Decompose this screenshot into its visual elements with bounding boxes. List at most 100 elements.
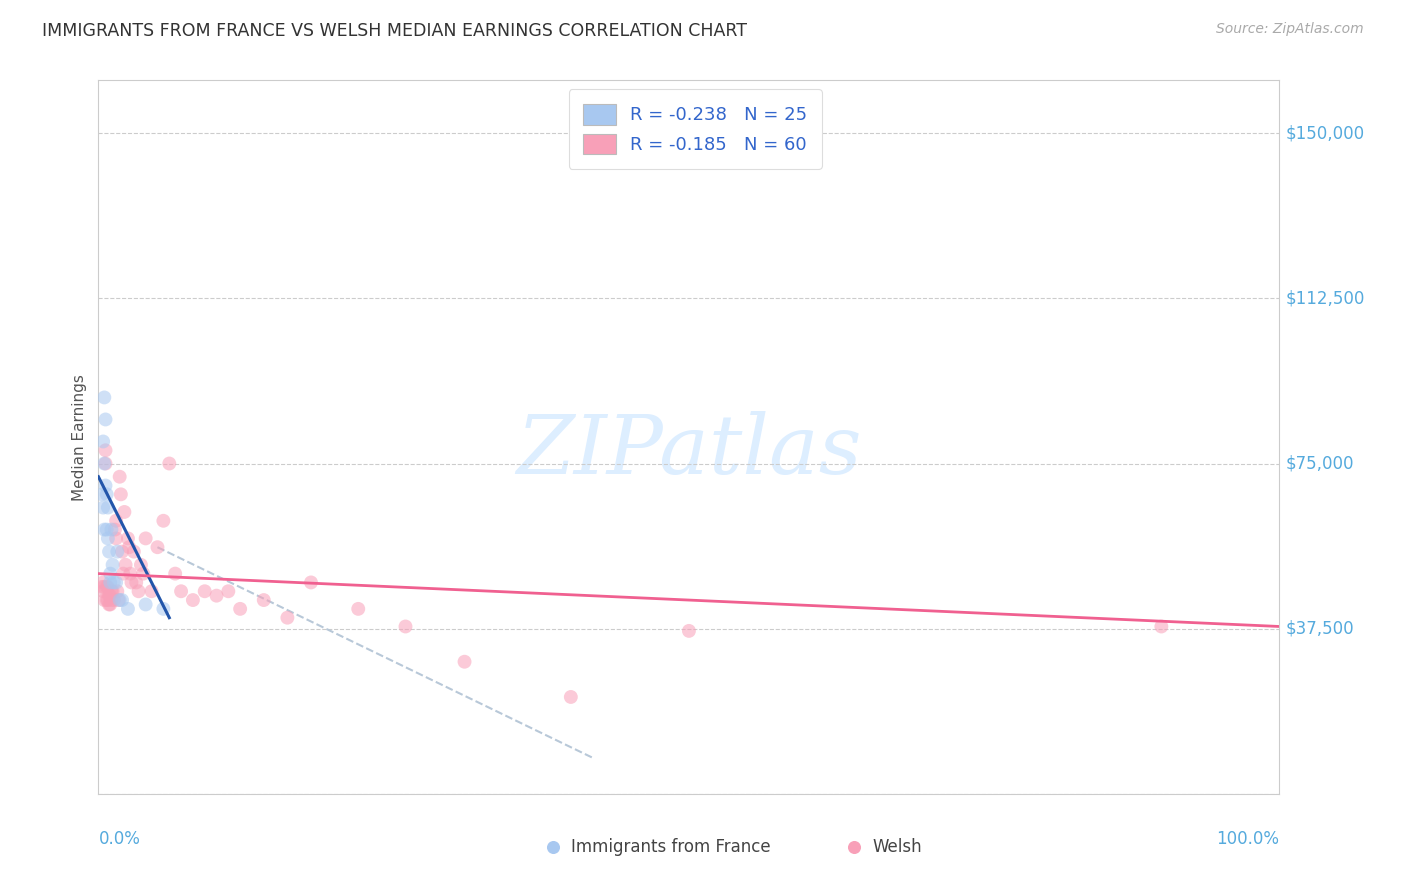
Y-axis label: Median Earnings: Median Earnings (72, 374, 87, 500)
Point (96, 487, 118, 501)
Point (112, 566, 135, 581)
Point (105, 514, 128, 528)
Point (98, 544, 121, 558)
Point (96, 523, 118, 537)
Text: $150,000: $150,000 (1285, 124, 1364, 142)
Point (96, 580, 118, 594)
Point (104, 523, 127, 537)
Point (96, 593, 118, 607)
Point (100, 523, 122, 537)
Point (152, 602, 174, 616)
Point (91, 580, 114, 594)
Point (110, 487, 132, 501)
Text: $75,000: $75,000 (1285, 455, 1354, 473)
Point (97, 500, 120, 515)
Point (98, 598, 121, 612)
Point (122, 544, 145, 558)
Point (135, 598, 157, 612)
Point (170, 584, 193, 599)
Point (112, 505, 135, 519)
Point (118, 540, 141, 554)
Point (453, 655, 475, 669)
Point (560, 690, 582, 704)
Legend: R = -0.238   N = 25, R = -0.185   N = 60: R = -0.238 N = 25, R = -0.185 N = 60 (568, 89, 821, 169)
Point (844, 787, 866, 801)
Text: IMMIGRANTS FROM FRANCE VS WELSH MEDIAN EARNINGS CORRELATION CHART: IMMIGRANTS FROM FRANCE VS WELSH MEDIAN E… (42, 22, 747, 40)
Point (98, 589, 121, 603)
Point (91, 434, 114, 449)
Point (98, 566, 121, 581)
Point (678, 624, 700, 638)
Point (157, 457, 180, 471)
Text: Immigrants from France: Immigrants from France (571, 838, 770, 856)
Text: 0.0%: 0.0% (98, 830, 141, 847)
Point (152, 514, 174, 528)
Point (93, 580, 115, 594)
Point (101, 558, 124, 572)
Point (108, 593, 131, 607)
Point (93, 457, 115, 471)
Point (132, 566, 155, 581)
Point (91, 487, 114, 501)
Point (347, 602, 370, 616)
Point (117, 602, 139, 616)
Point (146, 540, 169, 554)
Point (101, 584, 124, 599)
Point (111, 593, 134, 607)
Point (125, 575, 148, 590)
Point (117, 532, 139, 546)
Point (135, 532, 157, 546)
Point (217, 584, 239, 599)
Point (94, 443, 117, 458)
Point (100, 584, 122, 599)
Point (98, 589, 121, 603)
Point (105, 584, 128, 599)
Point (98, 575, 121, 590)
Point (299, 575, 322, 590)
Text: Welsh: Welsh (872, 838, 921, 856)
Text: 100.0%: 100.0% (1216, 830, 1279, 847)
Point (114, 558, 136, 572)
Point (205, 589, 228, 603)
Point (91, 584, 114, 599)
Point (93, 391, 115, 405)
Point (194, 584, 217, 599)
Point (100, 593, 122, 607)
Point (98, 598, 121, 612)
Point (121, 575, 143, 590)
Point (91, 575, 114, 590)
Point (93, 523, 115, 537)
Point (97, 593, 120, 607)
Point (94, 412, 117, 426)
Point (165, 566, 187, 581)
Point (107, 593, 129, 607)
Point (253, 593, 276, 607)
Text: ZIPatlas: ZIPatlas (516, 411, 862, 491)
Point (108, 469, 131, 483)
Text: Source: ZipAtlas.com: Source: ZipAtlas.com (1216, 22, 1364, 37)
Point (93, 593, 115, 607)
Point (105, 532, 128, 546)
Point (120, 566, 142, 581)
Point (103, 575, 125, 590)
Point (1150, 619, 1173, 633)
Point (94, 478, 117, 492)
Point (181, 593, 204, 607)
Point (229, 602, 252, 616)
Point (105, 544, 128, 558)
Point (129, 558, 152, 572)
Point (91, 500, 114, 515)
Point (103, 593, 125, 607)
Point (97, 532, 120, 546)
Point (128, 584, 150, 599)
Text: $112,500: $112,500 (1285, 289, 1365, 308)
Point (97, 580, 120, 594)
Point (105, 575, 128, 590)
Point (394, 619, 416, 633)
Point (94, 457, 117, 471)
Point (541, 787, 564, 801)
Point (111, 544, 134, 558)
Point (276, 610, 298, 624)
Point (141, 584, 163, 599)
Text: $37,500: $37,500 (1285, 620, 1354, 638)
